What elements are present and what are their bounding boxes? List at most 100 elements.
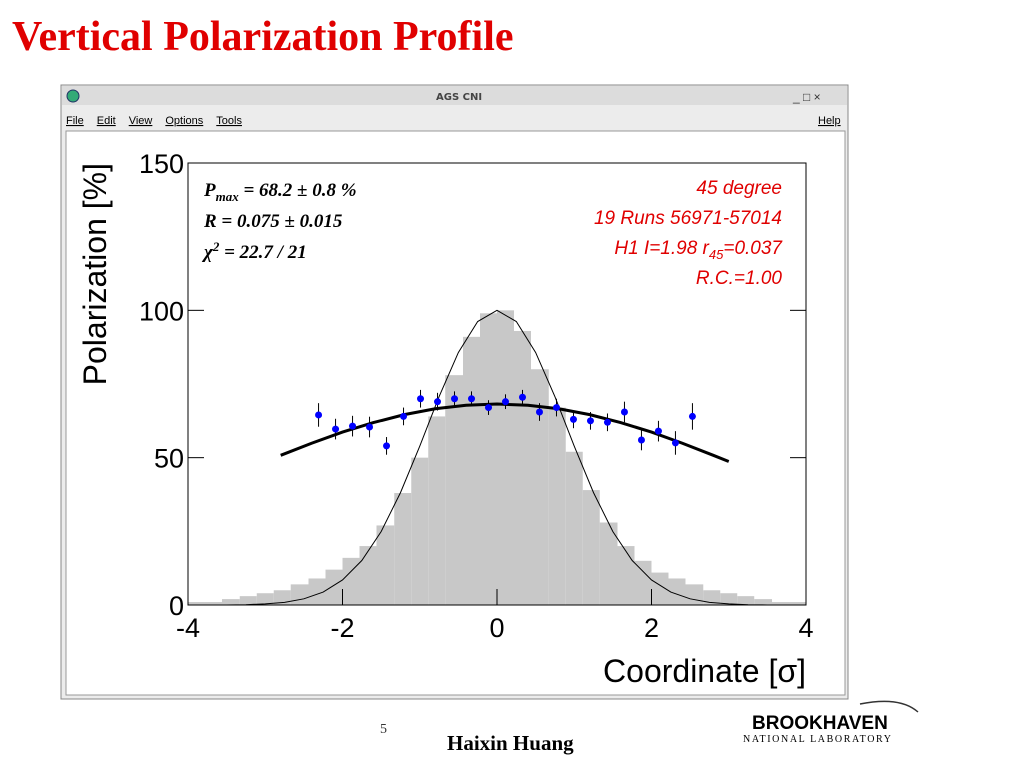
data-point	[671, 439, 679, 447]
y-tick-label: 150	[139, 149, 184, 179]
stats-line: Pmax = 68.2 ± 0.8 %	[203, 180, 357, 204]
histogram-bar	[394, 493, 412, 605]
annotation-part: max	[216, 189, 240, 204]
data-point	[366, 423, 374, 431]
histogram-bar	[634, 560, 652, 605]
histogram-bar	[188, 602, 205, 605]
logo-name: BROOKHAVEN	[752, 713, 888, 734]
stats-line: χ2 = 22.7 / 21	[201, 239, 307, 263]
data-point	[434, 398, 442, 406]
page-number: 5	[380, 722, 387, 737]
window-icon	[66, 89, 80, 103]
histogram-bar	[668, 578, 686, 605]
gaussian-curve	[188, 309, 806, 606]
data-point	[620, 408, 628, 416]
run-info-line: 45 degree	[696, 178, 782, 199]
annotation-part: χ	[201, 242, 214, 263]
slide-title: Vertical Polarization Profile	[12, 14, 514, 60]
histogram-bar	[651, 572, 669, 605]
menu-item[interactable]: Tools	[216, 115, 242, 127]
x-axis-label: Coordinate [σ]	[603, 653, 806, 689]
author: Haixin Huang	[447, 731, 574, 755]
histogram-bar	[463, 336, 481, 605]
histogram-bar	[428, 416, 446, 605]
annotation-part: R.C.=1.00	[696, 268, 783, 289]
histogram-bar	[754, 599, 773, 605]
plot: 0 50 100 150 -4 -2 0 2 4 Coordinate [σ] Polarizati…	[77, 149, 814, 689]
annotation-part: H1 I=1.98 r	[614, 238, 709, 259]
histogram-bar	[308, 578, 326, 605]
data-point	[349, 422, 357, 430]
menu-item[interactable]: Options	[165, 115, 203, 127]
histogram-bar	[617, 546, 635, 605]
y-tick-label: 100	[139, 296, 184, 326]
histogram-bar	[789, 602, 806, 605]
x-tick-label: 0	[489, 613, 504, 643]
y-axis-label: Polarization [%]	[77, 163, 113, 385]
window-title: AGS CNI	[436, 92, 482, 103]
data-point	[315, 411, 323, 419]
histogram-bar	[513, 330, 531, 605]
histogram-bar	[290, 584, 309, 605]
data-point	[501, 398, 509, 406]
data-point	[332, 425, 340, 433]
histogram-bar	[342, 557, 360, 605]
histogram-bar	[239, 596, 257, 605]
title-bar	[62, 86, 847, 105]
annotation-part: = 22.7 / 21	[219, 242, 306, 263]
data-point	[637, 436, 645, 444]
y-tick-label: 0	[169, 591, 184, 621]
histogram-bar	[497, 310, 514, 605]
data-point	[383, 442, 391, 450]
histogram-bar	[256, 593, 274, 605]
logo-swoosh	[859, 700, 919, 713]
annotation-part: 45	[709, 247, 724, 262]
x-tick-label: 2	[644, 613, 659, 643]
annotation-part: 2	[212, 239, 220, 254]
histogram-bar	[325, 569, 343, 605]
data-point	[417, 395, 425, 403]
data-point	[535, 408, 543, 416]
annotation-part: P	[203, 180, 216, 201]
data-point	[654, 427, 662, 435]
histogram-bar	[445, 375, 464, 605]
histogram-bar	[480, 313, 497, 605]
histogram-bar	[221, 599, 240, 605]
histogram-bar	[376, 525, 395, 605]
histogram-bar	[204, 602, 222, 605]
histogram-bar	[582, 490, 600, 605]
window-controls[interactable]: _ □ ×	[792, 90, 821, 104]
data-point	[586, 417, 594, 425]
menu-item[interactable]: Help	[818, 115, 841, 127]
run-info-line: 19 Runs 56971-57014	[594, 208, 782, 229]
data-point	[451, 395, 459, 403]
histogram-bar	[565, 451, 583, 605]
annotation-part: 19 Runs 56971-57014	[594, 208, 782, 229]
data-point	[485, 404, 493, 412]
histogram-bar	[685, 584, 704, 605]
data-point	[468, 395, 476, 403]
run-info-line: H1 I=1.98 r45=0.037	[614, 238, 783, 262]
histogram-bar	[737, 596, 755, 605]
data-point	[688, 412, 696, 420]
annotation-part: R = 0.075 ± 0.015	[203, 211, 343, 232]
menu-item[interactable]: View	[129, 115, 153, 127]
data-point	[518, 393, 526, 401]
histogram-bar	[720, 593, 738, 605]
stats-line: R = 0.075 ± 0.015	[203, 211, 343, 232]
histogram-bar	[359, 546, 377, 605]
menu-bar: File Edit View Options Tools	[66, 115, 242, 127]
y-tick-label: 50	[154, 444, 184, 474]
menu-item[interactable]: Edit	[97, 115, 116, 127]
x-tick-label: 4	[798, 613, 813, 643]
histogram-bar	[548, 407, 566, 605]
run-info-line: R.C.=1.00	[696, 268, 783, 289]
x-tick-label: -2	[330, 613, 354, 643]
menu-item[interactable]: File	[66, 115, 84, 127]
histogram-bar	[530, 369, 549, 605]
histogram-bar	[411, 457, 429, 605]
histogram-bar	[703, 590, 721, 605]
annotation-part: =0.037	[723, 238, 783, 259]
